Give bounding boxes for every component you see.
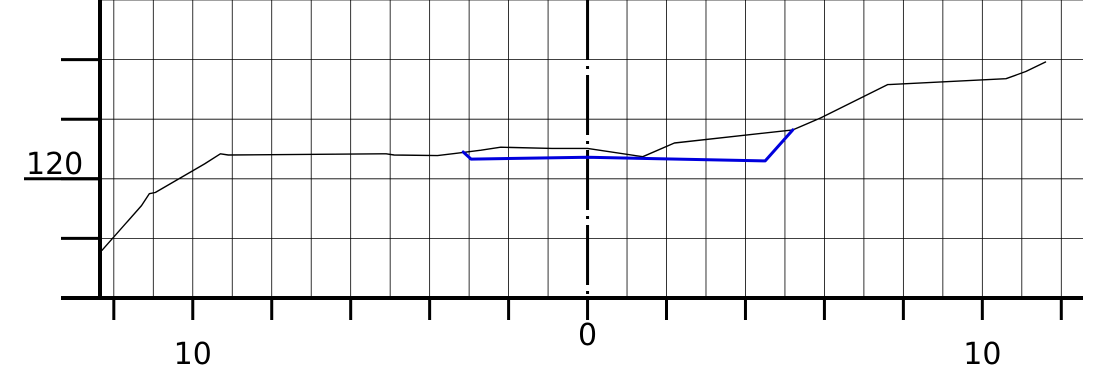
profile-lines bbox=[101, 61, 1047, 252]
existing-ground-line bbox=[101, 61, 1047, 252]
axes bbox=[61, 0, 1083, 320]
grid-lines bbox=[100, 0, 1083, 298]
tick-labels: 10 0 10 120 bbox=[24, 147, 1001, 370]
x-tick-label: 0 bbox=[578, 318, 597, 353]
design-section-line bbox=[461, 128, 795, 163]
x-tick-label: 10 bbox=[174, 337, 212, 370]
x-tick-label: 10 bbox=[963, 337, 1001, 370]
y-tick-label: 120 bbox=[26, 147, 83, 182]
